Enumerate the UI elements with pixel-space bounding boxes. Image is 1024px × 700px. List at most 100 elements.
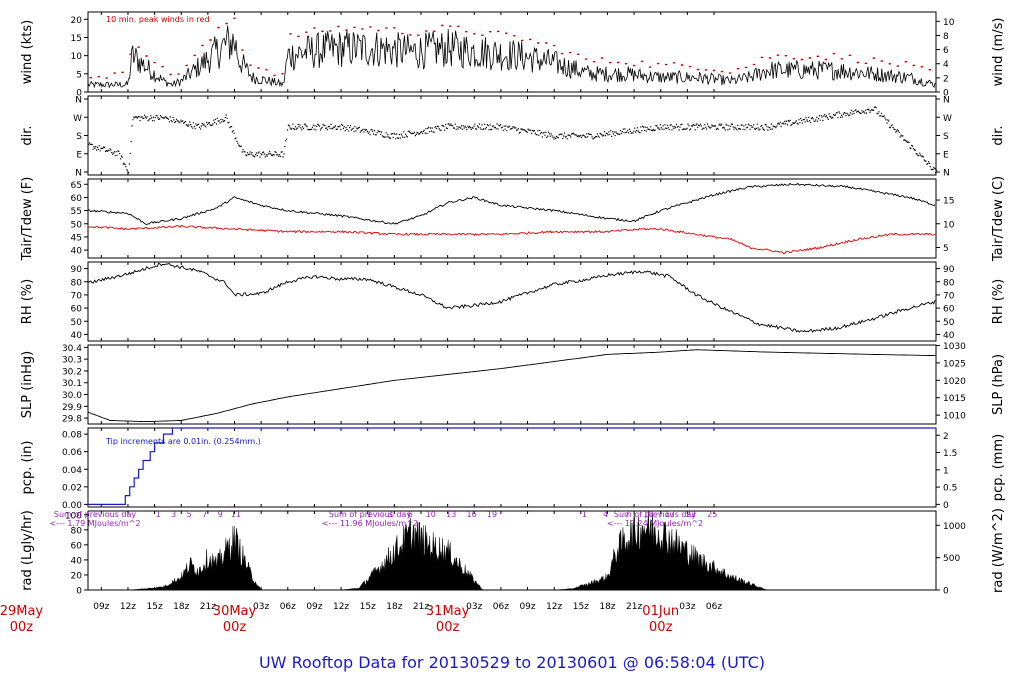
rh-ylabel-left: RH (%)	[20, 279, 35, 324]
pcp-ylabel-right: pcp. (mm)	[991, 434, 1006, 501]
wind-ytick-label-left: 0	[76, 89, 82, 99]
wind-ytick-label-right: 6	[943, 46, 949, 56]
pcp-ylabel-left: pcp. (in)	[20, 441, 35, 495]
radiation-hour-label-day3: 7	[624, 510, 629, 519]
rad-ytick-label-right: 0	[943, 587, 949, 597]
radiation-hour-label-day1: 11	[231, 510, 241, 519]
time-tick-label: 21z	[413, 602, 429, 612]
radiation-hour-label-day2: 19	[487, 510, 497, 519]
radiation-hour-label-day2: 10	[426, 510, 436, 519]
relative-humidity-line	[87, 262, 936, 333]
radiation-hour-label-day1: 5	[187, 510, 192, 519]
radiation-hour-label-day3: 10	[643, 510, 653, 519]
dir-ytick-label-left: E	[76, 150, 82, 160]
day-label-hour: 00z	[649, 620, 673, 635]
page-title: UW Rooftop Data for 20130529 to 20130601…	[259, 653, 765, 672]
precipitation-note: Tip increments are 0.01in. (0.254mm.)	[105, 437, 261, 446]
wind-ytick-label-left: 20	[71, 16, 83, 26]
rh-ytick-label-right: 60	[943, 305, 955, 315]
radiation-day-sum-value: <--- 11.96 MJoules/m^2	[322, 519, 418, 528]
rad-ytick-label-left: 80	[71, 526, 83, 536]
radiation-day-sum-value: <--- 19.24 MJoules/m^2	[607, 519, 703, 528]
radiation-hour-label-day2: 1	[367, 510, 372, 519]
radiation-hour-label-day2: 16	[467, 510, 477, 519]
time-tick-label: 03z	[466, 602, 482, 612]
time-tick-label: 06z	[493, 602, 509, 612]
dir-ylabel-right: dir.	[991, 125, 1006, 145]
slp-ytick-label-right: 1015	[943, 394, 966, 404]
time-tick-label: 18z	[173, 602, 189, 612]
time-tick-label: 03z	[679, 602, 695, 612]
day-label-hour: 00z	[223, 620, 247, 635]
pcp-ytick-label-left: 0.02	[62, 483, 82, 493]
pcp-ytick-label-left: 0.00	[62, 501, 82, 511]
rad-ytick-label-left: 20	[71, 571, 83, 581]
dir-ytick-label-right: N	[943, 96, 950, 106]
slp-ytick-label-right: 1010	[943, 412, 966, 422]
radiation-hour-label-day1: 3	[171, 510, 176, 519]
day-label-date: 30May	[213, 604, 257, 619]
time-tick-label: 06z	[706, 602, 722, 612]
temp-ylabel-left: Tair/Tdew (F)	[20, 177, 35, 262]
temp-ytick-label-left: 55	[71, 207, 82, 217]
radiation-day-sum-value: <--- 1.79 MJoules/m^2	[49, 519, 140, 528]
slp-ytick-label-left: 30.3	[62, 356, 82, 366]
temp-ytick-label-left: 40	[71, 247, 83, 257]
time-tick-label: 15z	[147, 602, 163, 612]
radiation-hour-label-day2: 6	[408, 510, 413, 519]
slp-ytick-label-left: 29.9	[62, 403, 82, 413]
rh-ytick-label-left: 70	[71, 291, 83, 301]
pcp-ytick-label-left: 0.06	[62, 448, 82, 458]
dir-ytick-label-right: E	[943, 150, 949, 160]
slp-ytick-label-left: 30.1	[62, 379, 82, 389]
panel-rh: RH (%) RH (%) 40 50 60 70 80 90 40 50 60 70 80 90	[20, 261, 1006, 342]
rad-ytick-label-right: 500	[943, 554, 960, 564]
rh-ytick-label-left: 50	[71, 318, 83, 328]
temp-ytick-label-right: 10	[943, 220, 955, 230]
time-tick-label: 18z	[599, 602, 615, 612]
time-tick-label: 21z	[200, 602, 216, 612]
rh-ytick-label-right: 80	[943, 278, 955, 288]
wind-ytick-label-right: 4	[943, 60, 949, 70]
radiation-hour-label-day2: 13	[446, 510, 456, 519]
time-tick-label: 15z	[360, 602, 376, 612]
rh-ytick-label-left: 90	[71, 265, 83, 275]
panel-wind: wind (kts) wind (m/s) 0 5 10 15 20 0 2 4 6 8 10 10 mi…	[20, 11, 1006, 99]
temp-ytick-label-left: 50	[71, 220, 83, 230]
wind-ylabel-right: wind (m/s)	[991, 18, 1006, 87]
time-tick-label: 09z	[519, 602, 535, 612]
radiation-hour-label-day1: 7	[202, 510, 207, 519]
wind-peak-note: 10 min. peak winds in red	[106, 15, 210, 24]
rad-ytick-label-right: 1000	[943, 522, 966, 532]
rh-ylabel-right: RH (%)	[991, 279, 1006, 324]
radiation-hour-label-day3: 4	[603, 510, 608, 519]
rh-ytick-label-right: 70	[943, 291, 955, 301]
day-label-date: 01Jun	[642, 604, 679, 619]
pcp-ytick-label-right: 1	[943, 466, 949, 476]
wind-ytick-label-left: 5	[76, 70, 82, 80]
rh-frame	[87, 261, 937, 342]
time-tick-label: 12z	[546, 602, 562, 612]
slp-ytick-label-left: 30.0	[62, 391, 82, 401]
wind-direction-dots	[88, 106, 938, 174]
dir-ylabel-left: dir.	[20, 125, 35, 145]
dir-ytick-label-right: S	[943, 132, 949, 142]
rad-ylabel-left: rad (Lgly/hr)	[20, 510, 35, 591]
pcp-ytick-label-right: 0	[943, 501, 949, 511]
rad-ylabel-right: rad (W/m^2)	[991, 508, 1006, 593]
wind-ytick-label-right: 0	[943, 89, 949, 99]
panel-temp: Tair/Tdew (F) Tair/Tdew (C) 40 45 50 55 60 65 5 1…	[20, 176, 1006, 262]
precipitation-line	[88, 427, 936, 505]
temp-frame	[87, 178, 937, 259]
pcp-ytick-label-left: 0.08	[62, 431, 82, 441]
rh-ytick-label-left: 60	[71, 305, 83, 315]
pcp-ytick-label-right: 1.5	[943, 449, 957, 459]
day-label-date: 29May	[0, 604, 43, 619]
slp-ytick-label-left: 30.4	[62, 344, 82, 354]
radiation-hour-label-day1: 9	[218, 510, 223, 519]
radiation-hour-label-day1: 1	[156, 510, 161, 519]
dir-ytick-label-left: N	[75, 96, 82, 106]
rh-ytick-label-right: 50	[943, 318, 955, 328]
pcp-ytick-label-right: 2	[943, 432, 949, 442]
